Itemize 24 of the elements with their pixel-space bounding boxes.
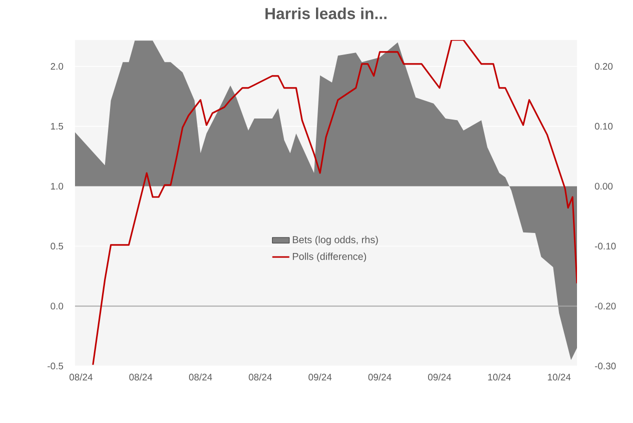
y2-tick-label: -0.20 bbox=[594, 302, 616, 310]
y2-tick-label: -0.30 bbox=[594, 362, 616, 370]
x-tick-label: 08/24 bbox=[70, 374, 93, 380]
y2-tick-label: 0.20 bbox=[594, 63, 613, 70]
y-tick-label: 0.5 bbox=[50, 242, 64, 250]
y-tick-label: 1.0 bbox=[51, 182, 64, 190]
x-tick-label: 09/24 bbox=[368, 374, 392, 380]
x-tick-label: 09/24 bbox=[308, 374, 332, 380]
x-tick-label: 09/24 bbox=[428, 374, 452, 380]
y-tick-label: 2.0 bbox=[50, 63, 64, 70]
x-tick-label: 08/24 bbox=[129, 374, 152, 380]
x-tick-label: 10/24 bbox=[488, 374, 511, 380]
y-tick-label: -0.5 bbox=[48, 362, 64, 370]
x-tick-label: 10/24 bbox=[548, 374, 571, 380]
y-tick-label: 1.5 bbox=[51, 122, 64, 130]
y-tick-label: 0.0 bbox=[50, 302, 64, 310]
legend-label: Bets (log odds, rhs) bbox=[292, 236, 378, 246]
x-tick-label: 08/24 bbox=[189, 374, 212, 380]
y2-tick-label: -0.10 bbox=[594, 242, 616, 250]
x-tick-label: 08/24 bbox=[248, 374, 272, 380]
legend-label: Polls (difference) bbox=[292, 252, 366, 262]
chart-title: Harris leads in... bbox=[265, 8, 386, 20]
y2-tick-label: 0.00 bbox=[594, 182, 613, 190]
y2-tick-label: 0.10 bbox=[594, 122, 613, 130]
